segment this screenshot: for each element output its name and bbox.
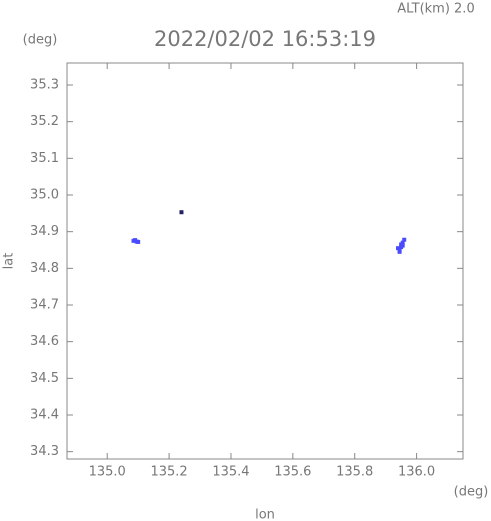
x-unit: (deg) <box>454 485 489 500</box>
x-tick-label: 135.2 <box>150 465 187 480</box>
y-tick-label: 34.8 <box>30 261 59 276</box>
y-tick-label: 35.1 <box>30 151 59 166</box>
x-tick-label: 136.0 <box>398 465 435 480</box>
point <box>400 240 405 245</box>
point <box>402 237 407 242</box>
x-axis-label: lon <box>255 508 275 521</box>
annotation: ALT(km) 2.0 <box>397 2 474 17</box>
x-tick-label: 135.6 <box>274 465 311 480</box>
chart-title: 2022/02/02 16:53:19 <box>154 27 376 51</box>
y-axis-label: lat <box>2 253 17 270</box>
y-tick-label: 34.6 <box>30 334 59 349</box>
x-tick-label: 135.4 <box>212 465 249 480</box>
y-tick-label: 34.5 <box>30 371 59 386</box>
y-unit: (deg) <box>23 33 58 48</box>
y-tick-label: 35.2 <box>30 114 59 129</box>
y-tick-label: 34.3 <box>30 444 59 459</box>
point <box>179 210 184 215</box>
point <box>400 243 405 248</box>
y-tick-label: 34.9 <box>30 224 59 239</box>
y-tick-label: 35.0 <box>30 188 59 203</box>
x-tick-label: 135.8 <box>336 465 373 480</box>
y-tick-label: 34.7 <box>30 298 59 313</box>
plot-frame <box>66 62 464 460</box>
y-tick-label: 34.4 <box>30 408 59 423</box>
x-tick-label: 135.0 <box>89 465 126 480</box>
y-tick-label: 35.3 <box>30 78 59 93</box>
point <box>397 249 402 254</box>
point <box>136 239 141 244</box>
